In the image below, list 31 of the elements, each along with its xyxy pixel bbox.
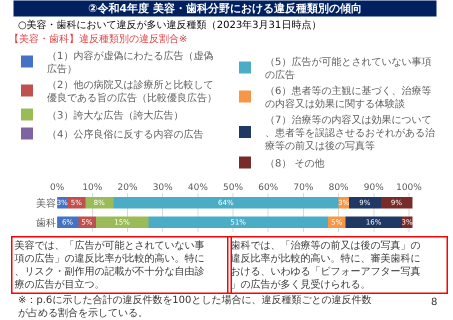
x-tick-label: 100%: [396, 183, 422, 194]
y-tick-label: 美容: [36, 197, 56, 210]
legend-label: （8） その他: [265, 157, 325, 170]
legend-label: （4）公序良俗に反する内容の広告: [47, 128, 204, 140]
legend-label: （3）誇大な広告（誇大広告）: [47, 109, 184, 122]
x-tick-label: 60%: [258, 183, 279, 194]
legend-label: （6）患者等の主観に基づく、治療等の内容又は効果に関する体験談: [265, 84, 432, 110]
x-tick-label: 10%: [82, 183, 103, 194]
bar: [346, 216, 402, 228]
text: 美容では、「広告が可能とされていない事項の広告」の違反比率が比較的高い。特に、リスク・副作用の記載が不十分な自由診療の広告が目立つ。: [14, 240, 204, 290]
x-tick-label: 80%: [328, 183, 350, 194]
legend-label: （1）内容が虚偽にわたる広告（虚偽広告）: [47, 50, 214, 75]
x-tick-label: 40%: [188, 183, 208, 194]
bar: [148, 216, 328, 228]
legend-label: （7）治療等の内容又は効果について、患者等を誤認させるおそれがある治療等の前又は後の写真等: [265, 114, 435, 152]
y-tick-label: 歯科: [36, 216, 56, 229]
text: 8: [431, 297, 438, 308]
text: ※：p.6に示した合計の違反件数を100とした場合に、違反種類ごとの違反件数が占める割合を示している。: [18, 294, 372, 319]
x-tick-label: 30%: [152, 183, 174, 194]
bar: [113, 196, 339, 209]
legend-label: （2）他の病院又は診療所と比較して優良である旨の広告（比較優良広告）: [47, 78, 217, 104]
x-tick-label: 0%: [50, 183, 65, 194]
bar: [96, 216, 149, 228]
chart-title: ②令和4年度 美容・歯科分野における違反種類別の傾向: [88, 2, 362, 15]
x-tick-label: 50%: [223, 183, 244, 194]
x-tick-label: 90%: [364, 183, 384, 194]
legend-label: （5）広告が可能とされていない事項の広告: [265, 56, 432, 81]
x-tick-label: 70%: [293, 183, 314, 194]
legend-title: 【美容・歯科】違反種類別の違反割合※: [9, 33, 188, 45]
x-tick-label: 20%: [117, 183, 138, 194]
chart-subtitle: ○美容・歯科において違反が多い違反種類（2023年3月31日時点）: [18, 19, 322, 31]
